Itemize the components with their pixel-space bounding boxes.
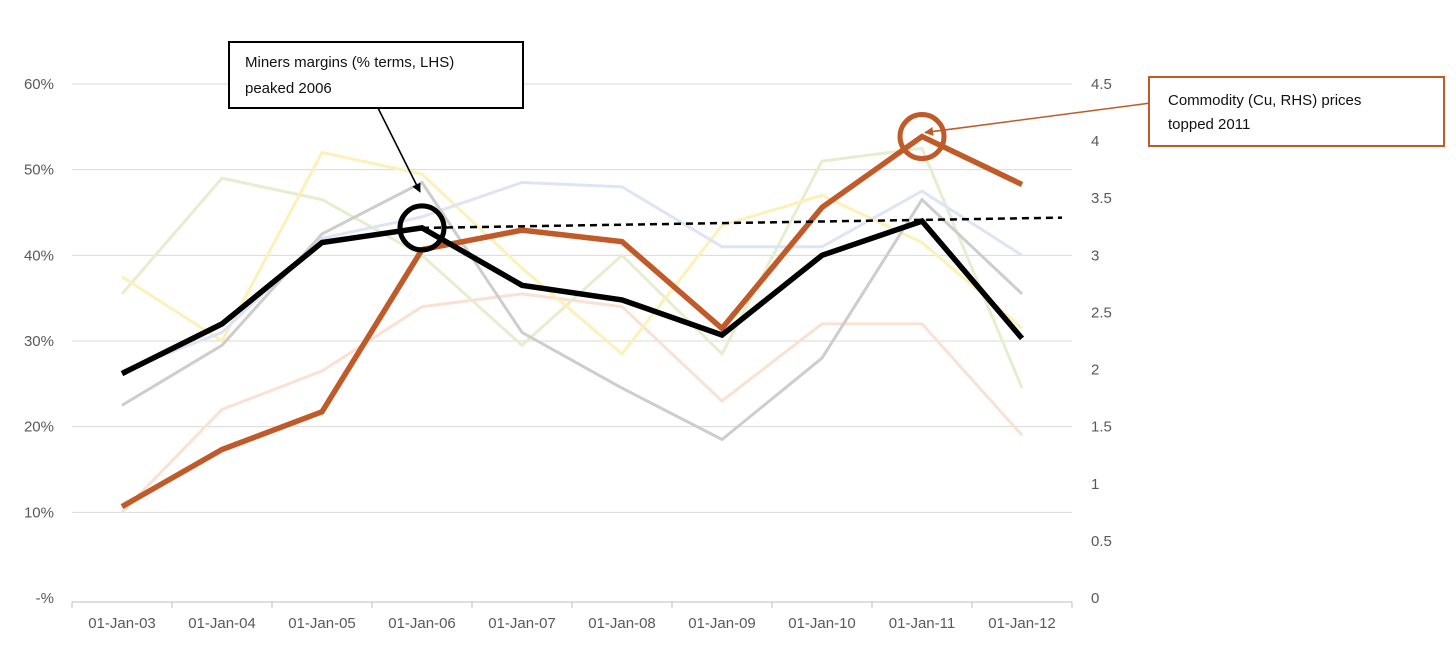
- highlight-circle-1: [897, 112, 947, 162]
- right-axis-tick-label: 3.5: [1091, 190, 1112, 207]
- x-axis-tick-label: 01-Jan-07: [488, 615, 556, 632]
- annotation-text-1: topped 2011: [1168, 116, 1250, 133]
- left-axis-tick-label: 30%: [24, 333, 54, 350]
- right-axis-tick-label: 0: [1091, 590, 1099, 607]
- left-axis-tick-label: 40%: [24, 247, 54, 264]
- x-axis-tick-label: 01-Jan-12: [988, 615, 1056, 632]
- right-axis-tick-label: 3: [1091, 247, 1099, 264]
- x-axis-tick-label: 01-Jan-06: [388, 615, 456, 632]
- annotation-arrow-0: [377, 107, 421, 193]
- highlight-circle-0: [397, 203, 447, 253]
- x-axis-tick-label: 01-Jan-11: [889, 615, 955, 632]
- left-axis-tick-label: 10%: [24, 504, 54, 521]
- left-axis-tick-label: 50%: [24, 162, 54, 179]
- x-axis-tick-label: 01-Jan-04: [188, 615, 256, 632]
- series-line-1: [120, 146, 1024, 389]
- series-line-5: [120, 133, 1024, 509]
- left-axis-tick-label: 60%: [24, 76, 54, 93]
- right-axis-tick-label: 4: [1091, 133, 1099, 150]
- right-axis-tick-label: 1: [1091, 476, 1099, 493]
- x-axis-tick-label: 01-Jan-03: [88, 615, 156, 632]
- series-line-0: [120, 292, 1024, 514]
- annotation-text-0: peaked 2006: [245, 80, 332, 97]
- right-axis-tick-label: 1.5: [1091, 419, 1112, 436]
- annotation-text-1: Commodity (Cu, RHS) prices: [1168, 92, 1361, 109]
- x-axis-tick-label: 01-Jan-09: [688, 615, 756, 632]
- right-axis-tick-label: 2.5: [1091, 304, 1112, 321]
- right-axis-tick-label: 2: [1091, 362, 1099, 379]
- annotation-text-0: Miners margins (% terms, LHS): [245, 54, 454, 71]
- annotation-box-0: [228, 41, 524, 109]
- series-line-6: [120, 217, 1025, 377]
- left-axis-tick-label: -%: [36, 590, 54, 607]
- series-line-4: [121, 180, 1024, 442]
- annotation-box-1: [1148, 76, 1445, 147]
- annotation-arrow-1: [924, 102, 1150, 136]
- x-axis-tick-label: 01-Jan-05: [288, 615, 356, 632]
- trend-line-dashed: [421, 216, 1063, 230]
- left-axis-tick-label: 20%: [24, 419, 54, 436]
- right-axis-tick-label: 4.5: [1091, 76, 1112, 93]
- x-axis-tick-label: 01-Jan-08: [588, 615, 656, 632]
- right-axis-tick-label: 0.5: [1091, 533, 1112, 550]
- x-axis-tick-label: 01-Jan-10: [788, 615, 856, 632]
